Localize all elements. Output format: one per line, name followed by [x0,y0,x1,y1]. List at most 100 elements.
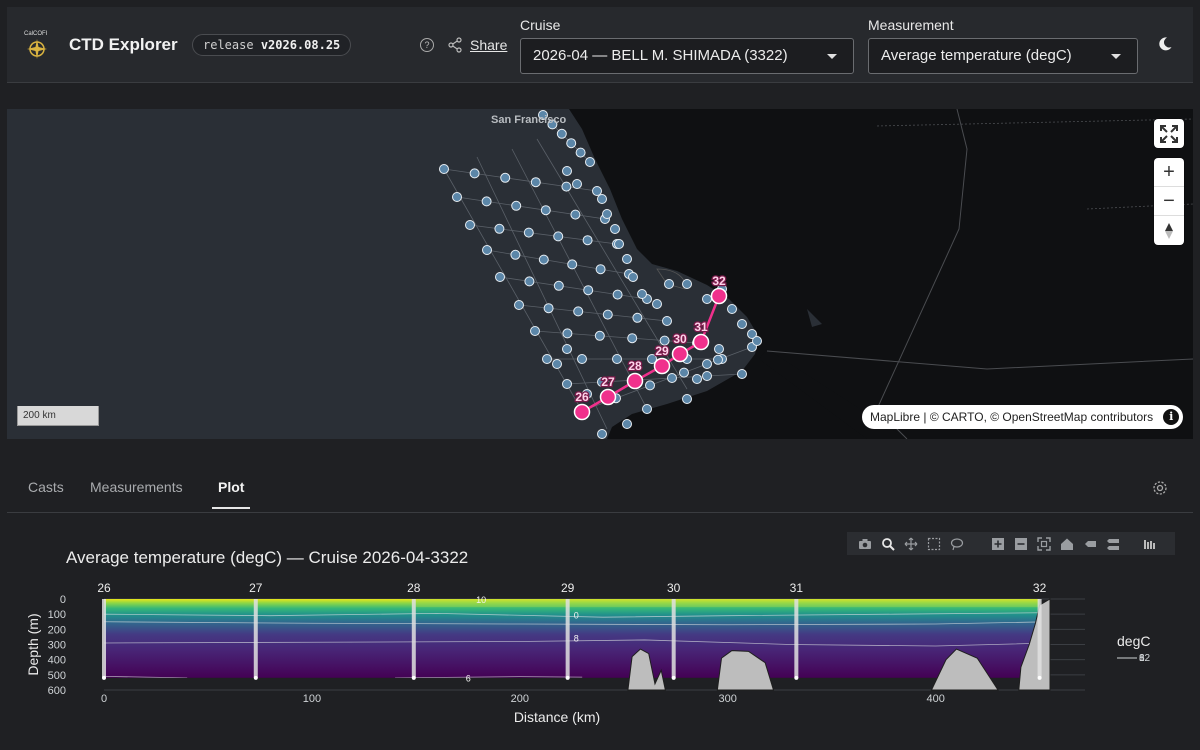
station-marker[interactable] [702,371,712,381]
station-marker[interactable] [530,177,541,188]
station-marker[interactable] [439,164,449,174]
station-marker[interactable] [662,316,672,326]
station-marker[interactable] [592,186,602,196]
station-marker[interactable] [642,404,652,414]
section-plot[interactable]: Average temperature (degC) — Cruise 2026… [7,514,1193,750]
station-marker[interactable] [597,194,607,204]
cast-27[interactable]: 27 [249,581,263,680]
cast-32[interactable]: 32 [1033,581,1047,680]
station-marker[interactable] [562,166,572,176]
station-marker[interactable] [500,172,511,183]
station-marker[interactable] [622,254,632,264]
station-marker[interactable] [465,220,475,230]
station-marker[interactable] [562,328,573,339]
station-marker[interactable] [495,272,505,282]
compass-icon[interactable] [1154,216,1184,245]
maplibre-link[interactable]: MapLibre [870,410,921,424]
zoom-icon[interactable] [876,532,899,555]
autoscale-icon[interactable] [1032,532,1055,555]
station-marker[interactable] [570,209,581,220]
station-marker[interactable] [514,300,524,310]
station-marker[interactable] [679,367,689,378]
station-marker[interactable] [494,223,505,234]
selected-station-26[interactable] [573,403,591,421]
camera-icon[interactable] [853,532,876,555]
station-marker[interactable] [682,394,692,404]
plotly-logo-icon[interactable] [1138,532,1161,555]
station-marker[interactable] [530,326,540,336]
temperature-heatmap[interactable] [104,599,1050,678]
station-marker[interactable] [510,249,521,260]
station-marker[interactable] [652,299,662,309]
zoom-in-button[interactable]: + [1154,158,1184,187]
selected-station-27[interactable] [599,388,617,406]
station-marker[interactable] [553,231,564,242]
station-marker[interactable] [562,379,572,389]
station-marker[interactable] [542,354,552,364]
tab-plot[interactable]: Plot [212,479,251,509]
station-marker[interactable] [553,280,564,291]
help-icon[interactable]: ? [420,38,434,52]
station-marker[interactable] [543,303,554,314]
station-marker[interactable] [572,179,582,189]
station-marker[interactable] [622,419,632,429]
station-marker[interactable] [747,329,757,339]
station-marker[interactable] [597,377,607,387]
cast-30[interactable]: 30 [667,581,681,680]
station-marker[interactable] [511,200,522,211]
tab-measurements[interactable]: Measurements [90,479,183,495]
station-marker[interactable] [602,309,613,320]
pan-icon[interactable] [899,532,922,555]
spike-lines-icon[interactable] [1078,532,1101,555]
station-marker[interactable] [585,157,595,167]
station-marker[interactable] [612,354,622,364]
station-marker[interactable] [647,354,657,364]
station-marker[interactable] [659,335,670,346]
station-marker[interactable] [692,374,702,384]
selected-station-30[interactable] [671,345,689,363]
station-marker[interactable] [702,294,712,304]
selected-station-29[interactable] [653,357,671,375]
station-marker[interactable] [752,336,762,346]
station-marker[interactable] [637,289,647,299]
station-marker[interactable] [602,209,612,219]
station-marker[interactable] [582,235,593,246]
box-select-icon[interactable] [922,532,945,555]
station-marker[interactable] [540,205,551,216]
station-marker[interactable] [632,312,643,323]
station-marker[interactable] [737,369,747,379]
compare-hover-icon[interactable] [1101,532,1124,555]
station-marker[interactable] [556,128,567,139]
info-icon[interactable]: i [1163,409,1180,425]
station-marker[interactable] [561,181,572,192]
station-marker[interactable] [583,285,594,296]
station-marker[interactable] [645,380,655,391]
selected-track[interactable]: 26 27 28 29 30 31 32 [573,273,728,421]
station-marker[interactable] [628,272,638,282]
station-marker[interactable] [552,359,562,369]
station-marker[interactable] [538,254,549,265]
station-marker[interactable] [713,354,723,365]
moon-icon[interactable] [1157,36,1173,52]
station-marker[interactable] [469,168,480,179]
station-marker[interactable] [627,333,638,344]
gear-icon[interactable] [1152,480,1168,496]
stations-layer[interactable]: 26 27 28 29 30 31 32 [7,109,1193,439]
cast-26[interactable]: 26 [97,581,111,680]
station-marker[interactable] [727,304,737,314]
fullscreen-control[interactable] [1154,119,1184,148]
station-marker[interactable] [577,354,587,364]
station-marker[interactable] [566,138,577,149]
station-marker[interactable] [482,245,492,255]
station-marker[interactable] [612,289,623,300]
station-marker[interactable] [664,279,674,289]
station-marker[interactable] [595,264,606,275]
station-marker[interactable] [714,344,724,354]
selected-station-31[interactable] [692,333,710,351]
zoom-out-button[interactable]: − [1154,187,1184,216]
station-marker[interactable] [547,119,558,130]
selected-station-28[interactable] [626,372,644,390]
station-marker[interactable] [575,147,586,158]
station-marker[interactable] [481,196,492,207]
